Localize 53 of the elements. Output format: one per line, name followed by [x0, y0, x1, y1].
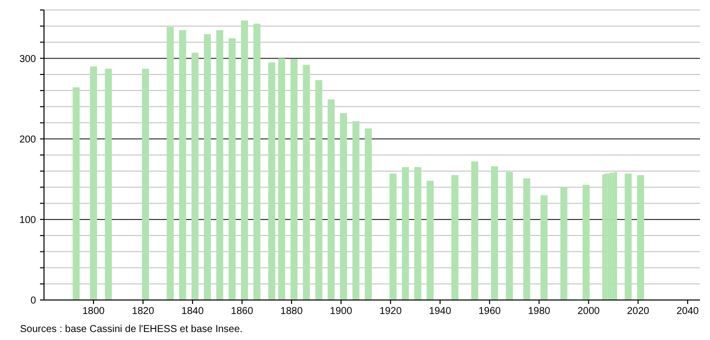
x-tick-label: 1940 — [428, 306, 452, 317]
bar — [352, 121, 360, 300]
x-tick-label: 1800 — [82, 306, 106, 317]
bar — [166, 26, 174, 300]
bar — [302, 64, 310, 300]
x-tick-label: 1920 — [379, 306, 402, 317]
x-tick-label: 1980 — [528, 306, 551, 317]
bar — [253, 24, 260, 300]
source-note: Sources : base Cassini de l'EHESS et base Insee. — [20, 324, 243, 335]
bar — [216, 30, 224, 300]
x-tick-label: 2000 — [577, 306, 600, 317]
y-tick-label: 200 — [19, 134, 36, 146]
bar — [204, 34, 211, 300]
bar — [104, 68, 112, 300]
bar — [624, 174, 632, 300]
y-tick-label: 0 — [30, 296, 36, 306]
x-tick-label: 1880 — [280, 306, 304, 317]
bar — [278, 58, 286, 300]
bar — [506, 172, 513, 300]
bar — [523, 178, 530, 300]
x-tick-label: 2040 — [676, 306, 700, 317]
bar — [364, 128, 372, 300]
bar — [290, 59, 298, 300]
bar — [268, 62, 276, 300]
y-tick-label: 300 — [19, 54, 36, 65]
bar — [328, 99, 335, 300]
bar — [491, 166, 498, 300]
x-tick-label: 1860 — [230, 306, 254, 317]
x-tick-label: 1840 — [181, 306, 204, 317]
bar — [471, 161, 478, 300]
bar — [390, 174, 397, 300]
bar — [540, 195, 548, 300]
bar — [228, 38, 236, 300]
bar — [179, 30, 186, 300]
bar — [402, 167, 409, 300]
x-tick-label: 1900 — [330, 306, 353, 317]
x-tick-label: 1820 — [132, 306, 155, 317]
bar — [142, 68, 149, 300]
bar — [315, 80, 322, 300]
bar — [72, 87, 80, 300]
bar — [241, 20, 248, 300]
bar — [340, 113, 348, 300]
bar — [637, 175, 644, 300]
bar — [426, 180, 434, 300]
bar — [414, 167, 422, 300]
y-tick-label: 100 — [19, 214, 36, 226]
bar — [451, 175, 458, 300]
bar — [560, 187, 568, 300]
x-tick-label: 1960 — [478, 306, 502, 317]
bar — [90, 66, 98, 300]
bar — [192, 52, 199, 300]
bar — [582, 184, 590, 300]
x-tick-label: 2020 — [626, 306, 650, 317]
